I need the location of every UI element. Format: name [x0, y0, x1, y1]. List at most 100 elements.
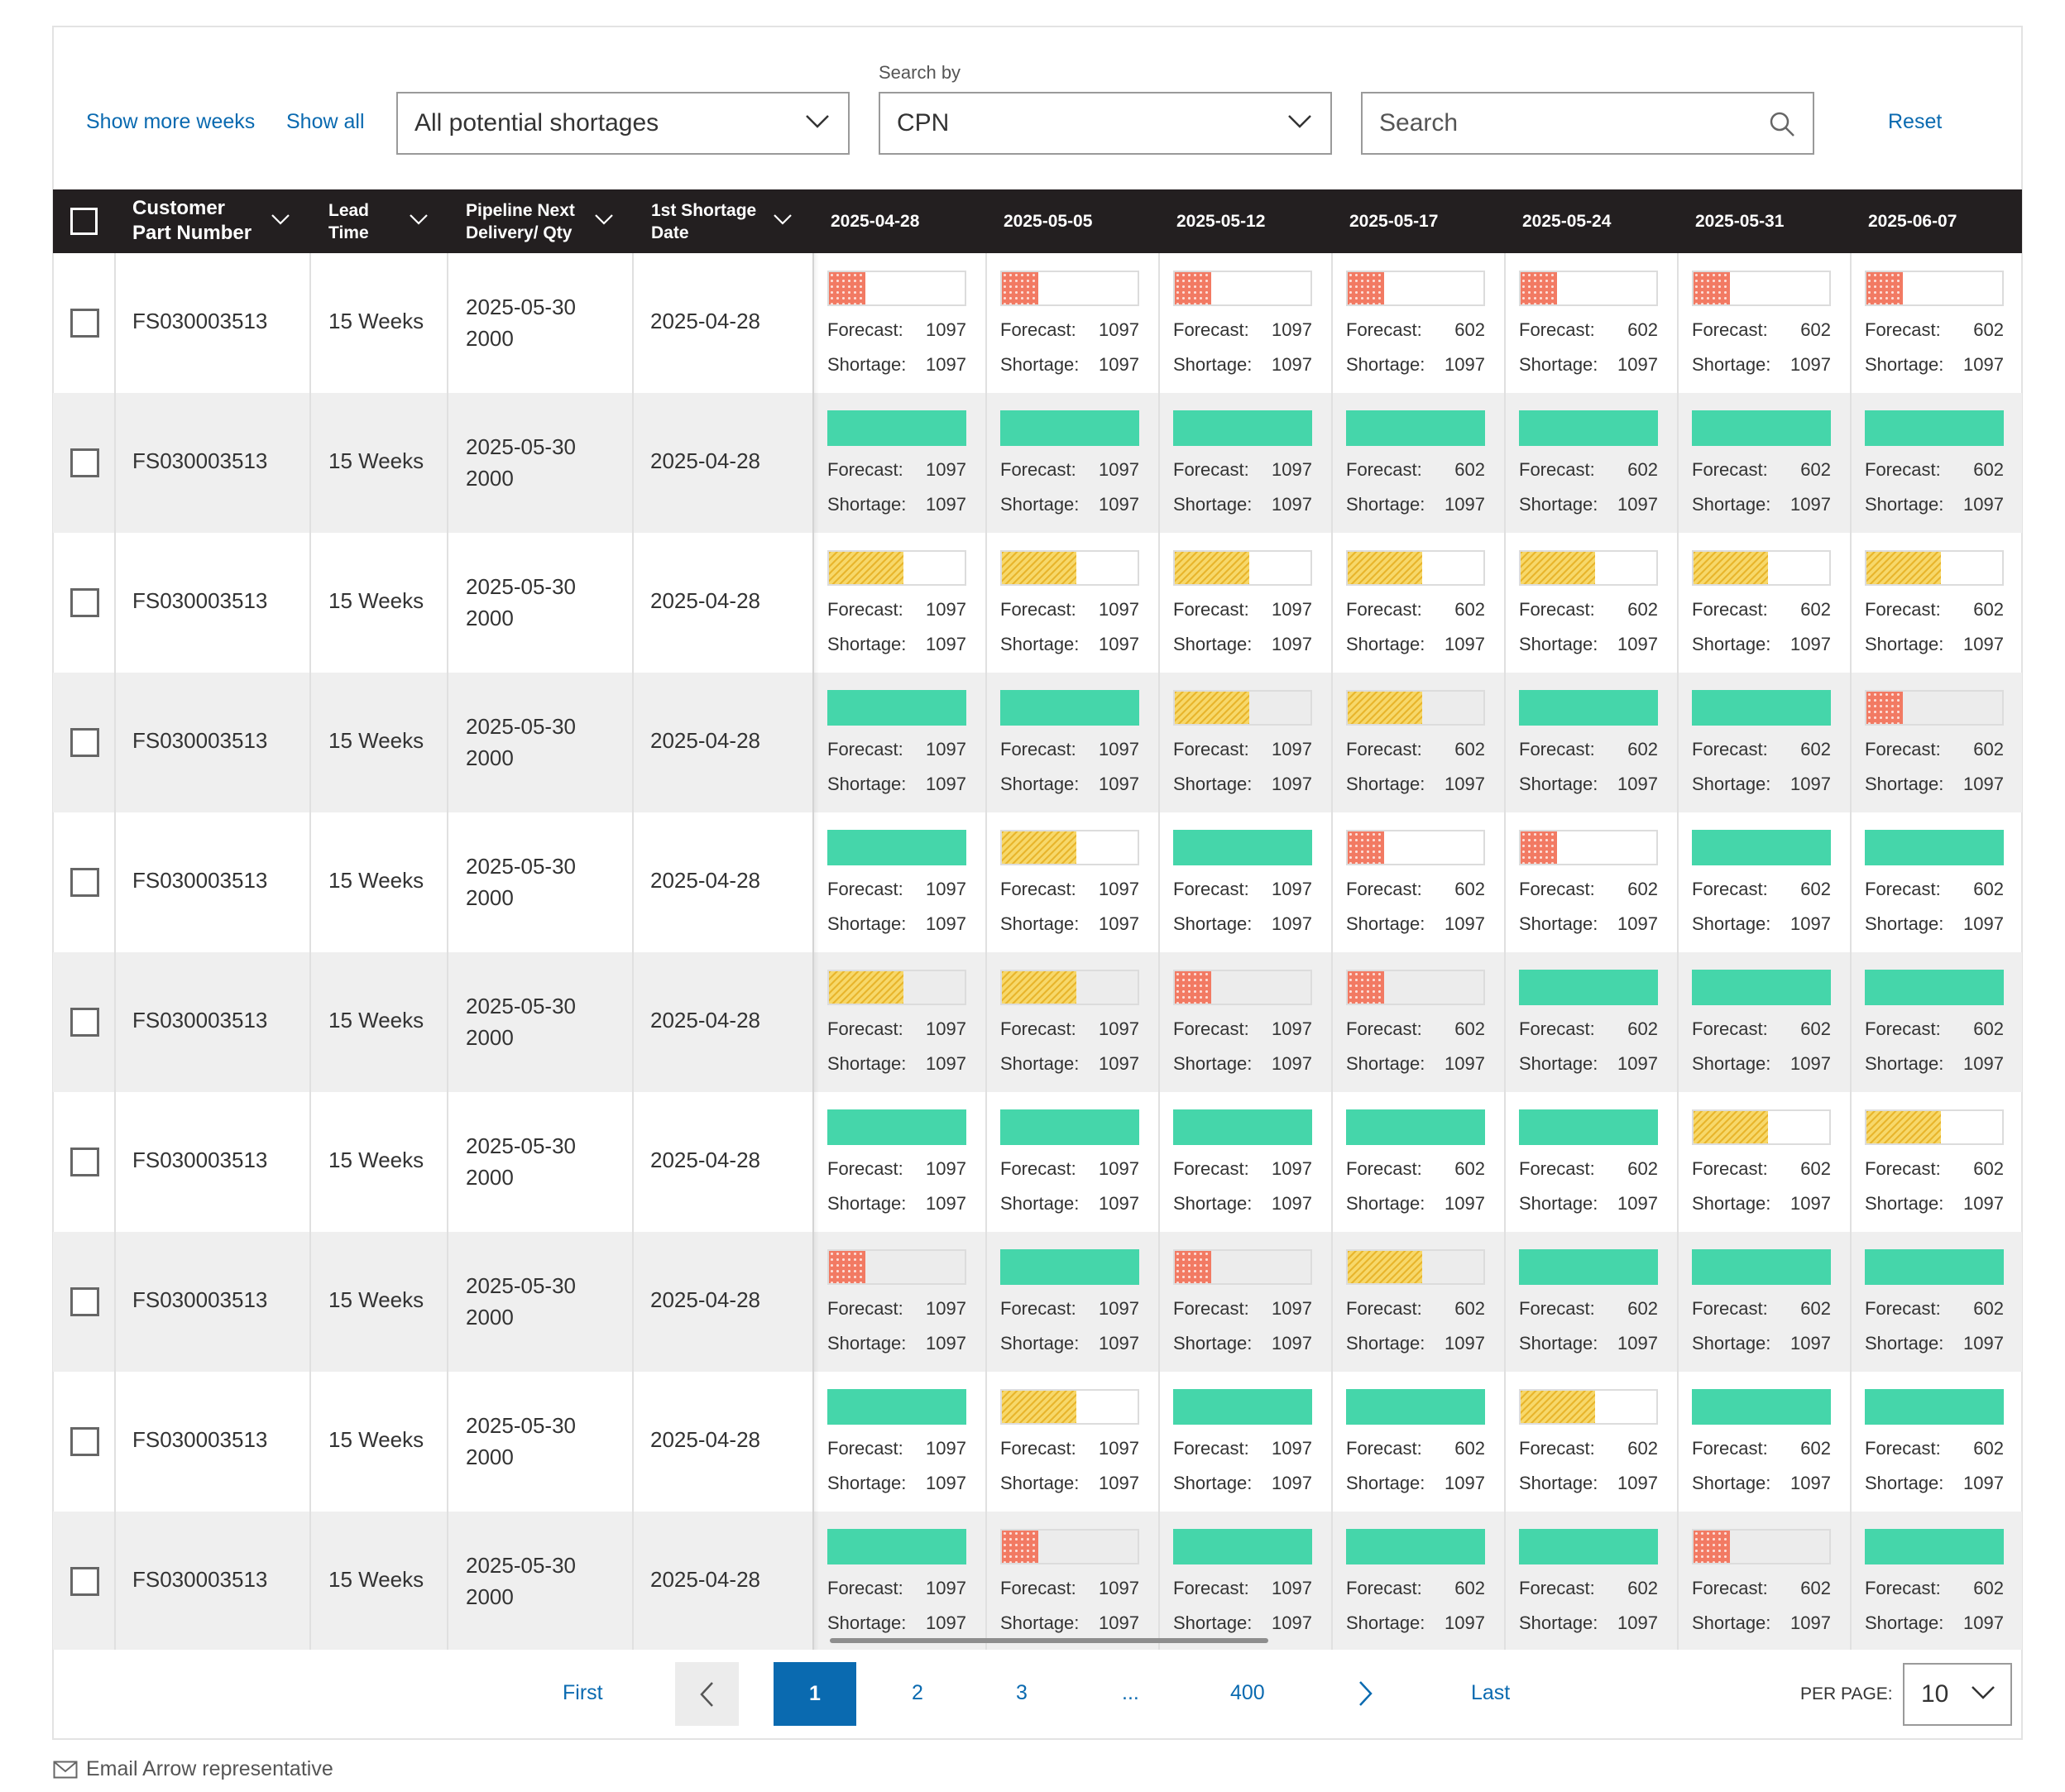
column-divider — [1504, 1092, 1506, 1232]
show-all-link[interactable]: Show all — [286, 110, 365, 133]
cell-pipeline-date: 2025-05-30 — [466, 295, 576, 319]
pagination-page[interactable]: 400 — [1230, 1681, 1265, 1704]
shortage-value: 1097 — [1099, 1473, 1139, 1493]
email-representative-link[interactable]: Email Arrow representative — [53, 1757, 333, 1781]
shortage-label: Shortage: — [1000, 354, 1080, 375]
shortage-value: 1097 — [1617, 1612, 1658, 1633]
forecast-value: 602 — [1627, 599, 1658, 620]
column-divider — [1158, 1092, 1160, 1232]
chevron-right-icon[interactable] — [1357, 1679, 1375, 1708]
shortage-label: Shortage: — [1519, 1053, 1598, 1074]
row-checkbox[interactable] — [70, 728, 99, 757]
pagination-page[interactable]: 2 — [912, 1681, 923, 1704]
week-cell: Forecast: 1097 Shortage: 1097 — [985, 812, 1157, 952]
chevron-down-icon[interactable] — [594, 213, 614, 226]
header-lead-time[interactable]: Lead Time — [328, 199, 369, 244]
header-pipeline-next-delivery[interactable]: Pipeline Next Delivery/ Qty — [466, 199, 575, 244]
header-week: 2025-05-17 — [1349, 212, 1439, 231]
row-checkbox[interactable] — [70, 1148, 99, 1176]
cell-customer-part-number: FS030003513 — [132, 1148, 268, 1172]
row-checkbox[interactable] — [70, 1427, 99, 1456]
shortage-label: Shortage: — [1173, 913, 1253, 934]
header-shortage-line1: 1st Shortage — [651, 201, 757, 220]
shortage-label: Shortage: — [827, 774, 907, 794]
per-page-select[interactable]: 10 — [1903, 1663, 2012, 1726]
shortage-value: 1097 — [926, 1333, 966, 1354]
forecast-label: Forecast: — [1173, 1018, 1249, 1039]
shortage-bar — [1346, 690, 1485, 726]
chevron-down-icon[interactable] — [271, 213, 290, 226]
column-divider — [632, 393, 634, 533]
column-divider — [1504, 812, 1506, 952]
forecast-label: Forecast: — [827, 459, 903, 480]
cell-pipeline-date: 2025-05-30 — [466, 1133, 576, 1158]
week-cell: Forecast: 1097 Shortage: 1097 — [985, 533, 1157, 673]
column-divider — [1677, 673, 1679, 812]
header-customer-part-number[interactable]: Customer Part Number — [132, 196, 252, 246]
shortage-label: Shortage: — [1865, 1053, 1944, 1074]
shortage-value: 1097 — [1445, 354, 1485, 375]
week-cell: Forecast: 1097 Shortage: 1097 — [812, 1372, 985, 1512]
forecast-value: 602 — [1627, 1018, 1658, 1039]
horizontal-scrollbar[interactable] — [830, 1638, 1268, 1643]
row-checkbox[interactable] — [70, 1287, 99, 1316]
chevron-down-icon — [1288, 115, 1311, 128]
pagination-last[interactable]: Last — [1471, 1681, 1511, 1704]
column-divider — [632, 952, 634, 1092]
row-checkbox[interactable] — [70, 309, 99, 338]
pagination-first[interactable]: First — [563, 1681, 603, 1704]
row-checkbox[interactable] — [70, 588, 99, 617]
shortage-bar — [1692, 550, 1831, 586]
forecast-label: Forecast: — [1865, 1298, 1941, 1319]
email-representative-label: Email Arrow representative — [86, 1757, 333, 1780]
column-divider — [1677, 812, 1679, 952]
shortage-bar-fill — [1348, 552, 1423, 584]
shortage-value: 1097 — [926, 1053, 966, 1074]
per-page-value: 10 — [1921, 1680, 1949, 1708]
week-cell: Forecast: 602 Shortage: 1097 — [1331, 393, 1503, 533]
shortage-label: Shortage: — [1346, 913, 1425, 934]
shortage-bar-fill — [1694, 1391, 1829, 1423]
cell-first-shortage-date: 2025-04-28 — [650, 448, 760, 473]
week-cell: Forecast: 602 Shortage: 1097 — [1677, 1232, 1849, 1372]
cell-customer-part-number: FS030003513 — [132, 868, 268, 893]
chevron-down-icon[interactable] — [773, 213, 793, 226]
chevron-down-icon[interactable] — [409, 213, 429, 226]
row-checkbox[interactable] — [70, 448, 99, 477]
shortage-bar-fill — [1521, 971, 1656, 1004]
forecast-label: Forecast: — [1173, 739, 1249, 759]
pagination-page[interactable]: 3 — [1016, 1681, 1028, 1704]
search-icon[interactable] — [1768, 110, 1796, 138]
week-cell: Forecast: 602 Shortage: 1097 — [1504, 1372, 1676, 1512]
search-input[interactable]: Search — [1361, 92, 1814, 155]
forecast-value: 602 — [1454, 459, 1485, 480]
shortage-value: 1097 — [1617, 913, 1658, 934]
pagination-page-current[interactable]: 1 — [774, 1662, 856, 1726]
cell-customer-part-number: FS030003513 — [132, 448, 268, 473]
select-all-checkbox[interactable] — [70, 208, 98, 235]
cell-pipeline: 2025-05-30 2000 — [466, 431, 576, 494]
forecast-label: Forecast: — [827, 879, 903, 899]
column-divider — [1331, 533, 1333, 673]
row-checkbox[interactable] — [70, 1567, 99, 1596]
show-more-weeks-link[interactable]: Show more weeks — [86, 110, 256, 133]
shortage-label: Shortage: — [1173, 1333, 1253, 1354]
row-checkbox[interactable] — [70, 1008, 99, 1037]
row-checkbox[interactable] — [70, 868, 99, 897]
forecast-label: Forecast: — [1346, 459, 1422, 480]
header-first-shortage-date[interactable]: 1st Shortage Date — [651, 199, 756, 244]
shortage-value: 1097 — [1617, 1193, 1658, 1214]
cell-lead-time: 15 Weeks — [328, 1148, 424, 1172]
reset-button[interactable]: Reset — [1888, 110, 1943, 133]
shortage-value: 1097 — [1272, 1612, 1312, 1633]
week-cell: Forecast: 1097 Shortage: 1097 — [1158, 1092, 1330, 1232]
shortage-bar-fill — [1002, 272, 1039, 304]
pagination-prev-button[interactable] — [675, 1662, 739, 1726]
forecast-label: Forecast: — [1519, 1578, 1595, 1598]
forecast-value: 1097 — [1099, 739, 1139, 759]
shortage-filter-select[interactable]: All potential shortages — [396, 92, 850, 155]
column-divider — [309, 533, 311, 673]
shortage-value: 1097 — [1617, 1333, 1658, 1354]
search-by-select[interactable]: CPN — [879, 92, 1332, 155]
forecast-label: Forecast: — [1692, 1018, 1768, 1039]
